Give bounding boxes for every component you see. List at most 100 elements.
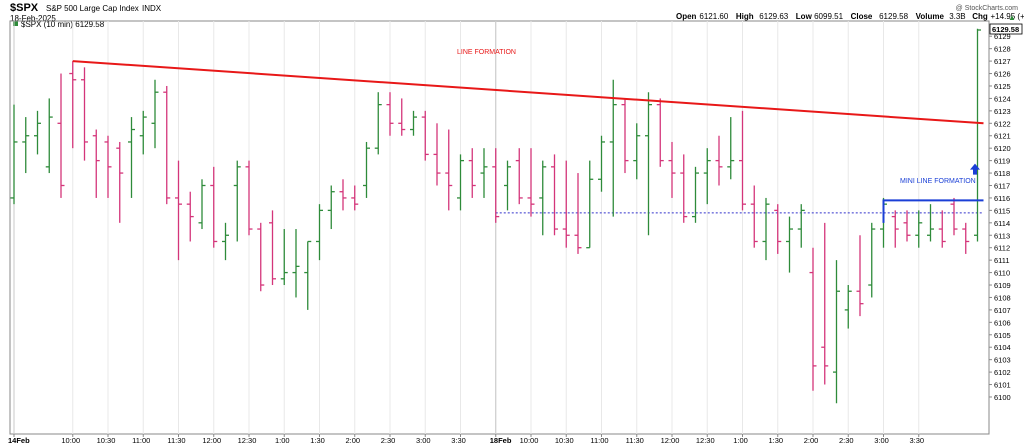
ohlc-bar — [680, 154, 688, 223]
ohlc-bar — [421, 110, 429, 161]
ohlc-bar — [186, 191, 194, 242]
price-tick-label: 6101 — [994, 381, 1011, 390]
price-tick-label: 6122 — [994, 119, 1011, 128]
time-tick-label: 14Feb — [8, 436, 30, 445]
ohlc-bar — [139, 110, 147, 155]
stat-value: 3.3B — [949, 12, 965, 21]
ohlc-bar — [938, 210, 946, 248]
ohlc-bar — [245, 160, 253, 236]
time-tick-label: 18Feb — [490, 436, 512, 445]
ohlc-bar — [844, 285, 852, 329]
time-tick-label: 2:30 — [839, 436, 854, 445]
ohlc-bar — [598, 135, 605, 192]
chart-exchange: INDX — [142, 4, 162, 13]
ohlc-bar — [316, 204, 323, 261]
ohlc-bar — [351, 185, 359, 211]
stat-value: +14.95 (+0.24%) — [991, 12, 1024, 21]
ohlc-bar — [915, 210, 923, 248]
ohlc-bar — [715, 135, 723, 186]
price-tick-label: 6120 — [994, 144, 1011, 153]
price-tick-label: 6121 — [994, 132, 1011, 141]
ohlc-bar — [468, 148, 476, 198]
time-tick-label: 3:00 — [416, 436, 431, 445]
mini-formation-arrow-icon — [970, 163, 980, 175]
stockcharts-watermark: @ StockCharts.com — [956, 5, 1019, 12]
ohlc-bar — [128, 117, 135, 198]
price-tick-label: 6115 — [994, 206, 1010, 215]
ohlc-bar — [81, 67, 88, 161]
ohlc-stats-row: Open 6121.60 High 6129.63 Low 6099.51 Close 612… — [676, 12, 1024, 21]
stat-label: Close — [851, 12, 873, 21]
price-tick-label: 6128 — [994, 45, 1011, 54]
stat-label: Volume — [916, 12, 945, 21]
time-axis: 14Feb 10:00 10:30 11:00 11:30 12:00 12:30 1:00 1… — [8, 434, 924, 445]
ohlc-bar — [269, 210, 276, 286]
time-tick-label: 12:00 — [661, 436, 680, 445]
price-tick-label: 6103 — [994, 356, 1011, 365]
ohlc-bar — [104, 135, 112, 198]
ohlc-bar — [34, 110, 41, 155]
ohlc-bar — [809, 247, 817, 391]
ohlc-bar — [480, 148, 488, 198]
time-tick-label: 1:00 — [275, 436, 290, 445]
ohlc-bar — [151, 79, 159, 149]
ohlc-bar — [163, 85, 171, 205]
chart-symbol: $SPX — [10, 2, 39, 14]
ohlc-bar — [868, 222, 876, 298]
price-tick-label: 6108 — [994, 293, 1011, 302]
line-formation-trendline — [72, 60, 984, 125]
stat-value: 6121.60 — [699, 12, 728, 21]
price-axis: 6100 6101 6102 6103 6104 6105 6106 6107 6108 6109… — [989, 23, 1023, 402]
time-tick-label: 12:00 — [202, 436, 221, 445]
price-tick-label: 6118 — [994, 169, 1010, 178]
time-tick-label: 3:30 — [451, 436, 466, 445]
last-price-flag — [989, 23, 1023, 35]
price-tick-label: 6107 — [994, 306, 1011, 315]
price-tick-label: 6109 — [994, 281, 1011, 290]
ohlc-bar — [280, 229, 288, 286]
price-tick-label: 6127 — [994, 57, 1011, 66]
price-tick-label: 6105 — [994, 331, 1011, 340]
ohlc-bar — [410, 110, 417, 136]
time-tick-label: 3:00 — [874, 436, 889, 445]
time-tick-label: 10:00 — [61, 436, 80, 445]
ohlc-bar — [762, 197, 770, 261]
chart-gridlines — [13, 21, 920, 434]
ohlc-bar — [22, 117, 30, 174]
ohlc-bar — [574, 173, 582, 254]
ohlc-bar — [515, 148, 523, 205]
last-price-label: 6129.58 — [992, 25, 1019, 34]
time-tick-label: 10:30 — [97, 436, 116, 445]
plot-frame — [9, 20, 990, 435]
time-tick-label: 2:00 — [804, 436, 819, 445]
time-tick-label: 10:30 — [555, 436, 574, 445]
stat-value: 6129.63 — [759, 12, 788, 21]
time-tick-label: 11:30 — [626, 436, 644, 445]
ohlc-bar — [645, 92, 652, 236]
ohlc-bar — [457, 154, 464, 211]
ohlc-bar — [175, 160, 182, 261]
ohlc-bar — [45, 98, 53, 174]
ohlc-bar — [974, 28, 981, 242]
price-tick-label: 6119 — [994, 157, 1010, 166]
ohlc-bar — [539, 160, 547, 236]
ohlc-bar — [386, 92, 394, 136]
time-tick-label: 12:30 — [238, 436, 257, 445]
ohlc-bar — [586, 160, 594, 249]
price-tick-label: 6129 — [994, 32, 1011, 41]
ohlc-bar — [292, 229, 300, 298]
ohlc-bar — [69, 61, 77, 149]
ohlc-bar — [797, 204, 805, 248]
time-tick-label: 11:00 — [590, 436, 608, 445]
ohlc-bar — [821, 222, 829, 385]
price-tick-label: 6114 — [994, 219, 1010, 228]
ohlc-bar — [668, 141, 676, 198]
time-tick-label: 1:30 — [310, 436, 325, 445]
ohlc-bar — [492, 148, 500, 223]
time-tick-label: 10:00 — [520, 436, 539, 445]
ohlc-bar — [692, 166, 699, 223]
time-tick-label: 2:30 — [381, 436, 396, 445]
price-tick-label: 6124 — [994, 94, 1011, 103]
ohlc-bar — [445, 129, 453, 211]
